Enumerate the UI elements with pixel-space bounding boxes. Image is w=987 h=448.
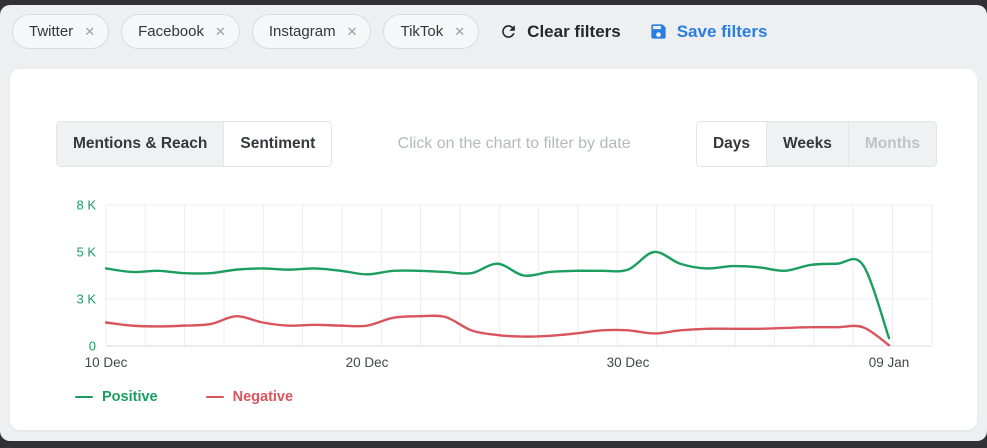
filter-chip-twitter[interactable]: Twitter ✕	[12, 14, 110, 49]
svg-text:8 K: 8 K	[76, 198, 96, 213]
tab-sentiment[interactable]: Sentiment	[224, 122, 332, 166]
svg-text:10 Dec: 10 Dec	[85, 355, 128, 370]
granularity-toggle: Days Weeks Months	[695, 121, 937, 167]
sentiment-chart[interactable]: 8 K 5 K 3 K 0 10 Dec 20 Dec 30 Dec 09 Jan	[56, 195, 937, 377]
filter-chip-facebook[interactable]: Facebook ✕	[121, 14, 240, 49]
sentiment-chart-svg: 8 K 5 K 3 K 010 Dec 20 Dec 30 Dec 09 Jan	[76, 198, 933, 370]
close-icon[interactable]: ✕	[454, 24, 466, 39]
clear-filters-label: Clear filters	[527, 21, 621, 41]
granularity-weeks[interactable]: Weeks	[767, 122, 849, 166]
save-icon	[649, 22, 668, 41]
negative-line-swatch	[205, 395, 224, 399]
tab-mentions-reach[interactable]: Mentions & Reach	[57, 122, 225, 166]
chart-legend: Positive Negative	[75, 389, 937, 405]
close-icon[interactable]: ✕	[84, 24, 96, 39]
chart-hint-text: Click on the chart to filter by date	[397, 135, 631, 152]
svg-text:5 K: 5 K	[76, 245, 96, 260]
close-icon[interactable]: ✕	[214, 24, 226, 39]
chip-label: Twitter	[29, 23, 74, 40]
close-icon[interactable]: ✕	[346, 24, 358, 39]
legend-label-negative: Negative	[232, 389, 294, 405]
chip-label: Facebook	[138, 23, 204, 40]
granularity-months[interactable]: Months	[848, 122, 936, 166]
svg-text:0: 0	[89, 339, 96, 354]
legend-item-positive: Positive	[75, 389, 158, 405]
svg-text:20 Dec: 20 Dec	[346, 355, 389, 370]
filter-chip-tiktok[interactable]: TikTok ✕	[383, 14, 480, 49]
app-wrapper: Twitter ✕ Facebook ✕ Instagram ✕ TikTok …	[0, 5, 987, 441]
legend-label-positive: Positive	[102, 389, 158, 405]
filter-chip-instagram[interactable]: Instagram ✕	[251, 14, 372, 49]
svg-text:3 K: 3 K	[76, 292, 96, 307]
chip-label: TikTok	[400, 23, 444, 40]
chart-controls-row: Mentions & Reach Sentiment Click on the …	[56, 121, 937, 167]
svg-text:09 Jan: 09 Jan	[869, 355, 910, 370]
chip-label: Instagram	[268, 23, 336, 40]
refresh-icon	[499, 22, 518, 41]
save-filters-label: Save filters	[676, 21, 768, 41]
save-filters-button[interactable]: Save filters	[649, 21, 768, 42]
chart-type-toggle: Mentions & Reach Sentiment	[56, 121, 333, 167]
filter-bar: Twitter ✕ Facebook ✕ Instagram ✕ TikTok …	[0, 5, 987, 59]
chart-card: Mentions & Reach Sentiment Click on the …	[10, 69, 977, 430]
granularity-days[interactable]: Days	[696, 122, 768, 166]
legend-item-negative: Negative	[205, 389, 294, 405]
positive-line-swatch	[75, 395, 93, 399]
svg-text:30 Dec: 30 Dec	[607, 355, 650, 370]
clear-filters-button[interactable]: Clear filters	[499, 22, 621, 42]
